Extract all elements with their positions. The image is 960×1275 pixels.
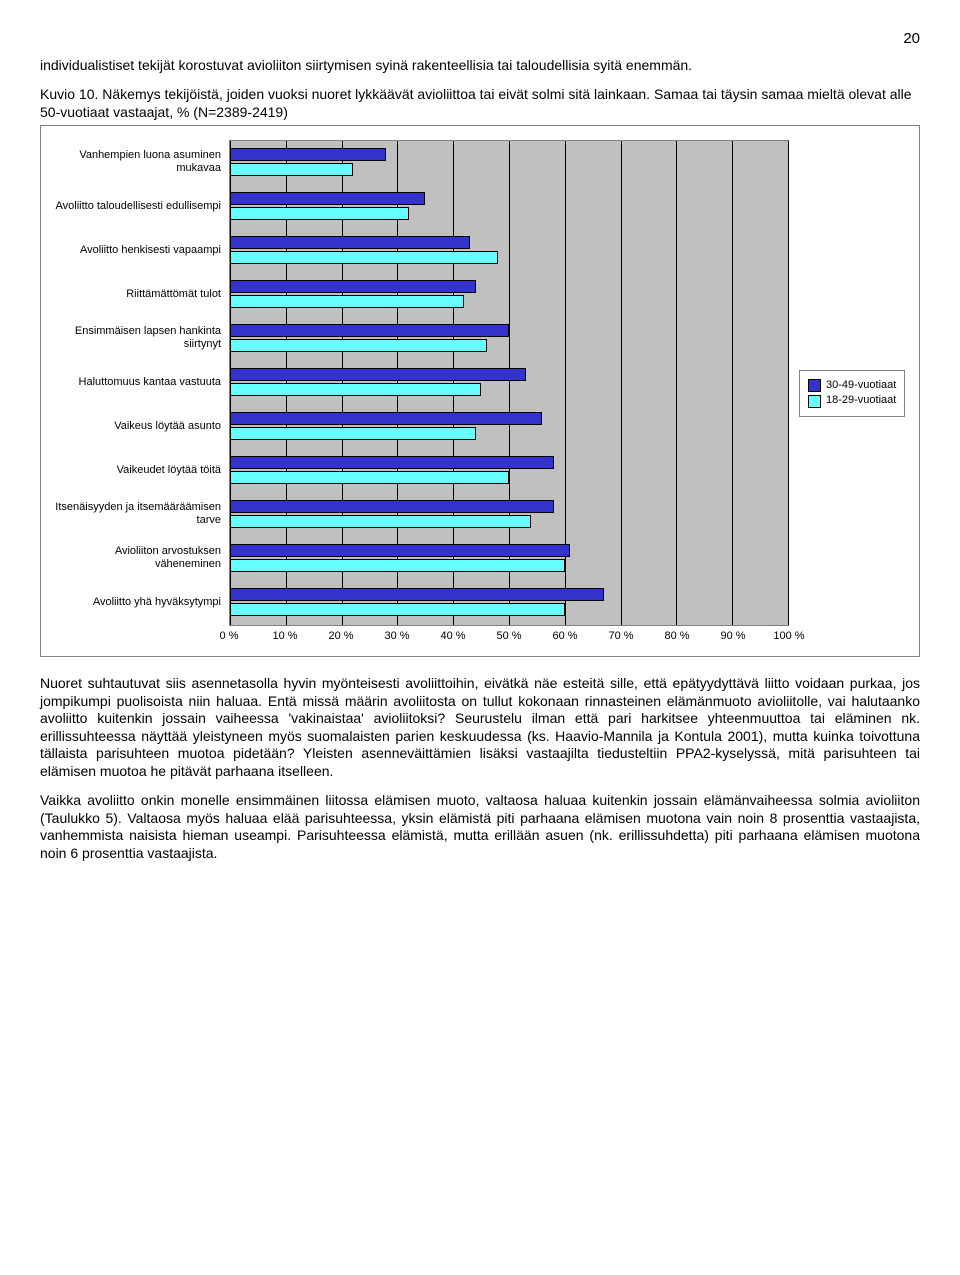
bar-row [230,581,788,625]
bar-series-0 [230,544,570,557]
category-label: Vaikeudet löytää töitä [51,448,221,492]
x-axis: 0 %10 %20 %30 %40 %50 %60 %70 %80 %90 %1… [229,630,789,646]
legend-column: 30-49-vuotiaat 18-29-vuotiaat [789,140,909,646]
legend-item: 30-49-vuotiaat [808,379,896,393]
legend-label: 18-29-vuotiaat [826,394,896,408]
x-tick-label: 40 % [440,630,465,644]
category-label: Vaikeus löytää asunto [51,404,221,448]
x-tick-label: 70 % [608,630,633,644]
category-label: Vanhempien luona asuminen mukavaa [51,140,221,184]
bar-row [230,229,788,273]
bar-series-0 [230,588,604,601]
category-label: Avoliitto yhä hyväksytympi [51,580,221,624]
bar-row [230,317,788,361]
bar-series-1 [230,603,565,616]
bar-series-1 [230,559,565,572]
category-label: Riittämättömät tulot [51,272,221,316]
bar-series-0 [230,368,526,381]
category-label: Itsenäisyyden ja itsemääräämisen tarve [51,492,221,536]
category-label: Ensimmäisen lapsen hankinta siirtynyt [51,316,221,360]
legend-item: 18-29-vuotiaat [808,394,896,408]
bar-series-0 [230,456,554,469]
body-paragraph: Vaikka avoliitto onkin monelle ensimmäin… [40,792,920,862]
bar-row [230,185,788,229]
x-tick-label: 80 % [664,630,689,644]
bar-series-0 [230,412,542,425]
x-tick-label: 30 % [384,630,409,644]
category-label: Avoliitto taloudellisesti edullisempi [51,184,221,228]
bar-row [230,449,788,493]
legend-label: 30-49-vuotiaat [826,379,896,393]
bar-series-1 [230,295,464,308]
gridline [788,141,789,625]
x-tick-label: 20 % [328,630,353,644]
bar-series-1 [230,515,531,528]
x-tick-label: 90 % [720,630,745,644]
bar-series-0 [230,500,554,513]
page-number: 20 [40,30,920,49]
x-tick-label: 60 % [552,630,577,644]
legend-swatch-icon [808,395,821,408]
bar-row [230,141,788,185]
category-label: Avoliitto henkisesti vapaampi [51,228,221,272]
intro-paragraph: individualistiset tekijät korostuvat avi… [40,57,920,75]
bar-series-1 [230,383,481,396]
y-axis-labels: Vanhempien luona asuminen mukavaa Avolii… [51,140,229,646]
bar-series-0 [230,192,425,205]
bar-series-1 [230,471,509,484]
bar-series-1 [230,339,487,352]
bar-row [230,537,788,581]
bar-row [230,273,788,317]
plot-area [229,140,789,626]
x-tick-label: 10 % [272,630,297,644]
body-paragraph: Nuoret suhtautuvat siis asennetasolla hy… [40,675,920,780]
bar-series-1 [230,163,353,176]
bar-series-0 [230,236,470,249]
bar-row [230,361,788,405]
x-tick-label: 50 % [496,630,521,644]
x-tick-label: 100 % [773,630,804,644]
bar-series-0 [230,280,476,293]
bar-row [230,493,788,537]
chart-caption: Kuvio 10. Näkemys tekijöistä, joiden vuo… [40,86,920,121]
category-label: Haluttomuus kantaa vastuuta [51,360,221,404]
legend-swatch-icon [808,379,821,392]
bar-row [230,405,788,449]
chart-container: Vanhempien luona asuminen mukavaa Avolii… [40,125,920,657]
legend: 30-49-vuotiaat 18-29-vuotiaat [799,370,905,418]
x-tick-label: 0 % [220,630,239,644]
bar-series-0 [230,148,386,161]
bar-series-1 [230,207,409,220]
bar-series-1 [230,251,498,264]
bar-series-0 [230,324,509,337]
plot-column: 0 %10 %20 %30 %40 %50 %60 %70 %80 %90 %1… [229,140,789,646]
category-label: Avioliiton arvostuksen väheneminen [51,536,221,580]
bar-series-1 [230,427,476,440]
